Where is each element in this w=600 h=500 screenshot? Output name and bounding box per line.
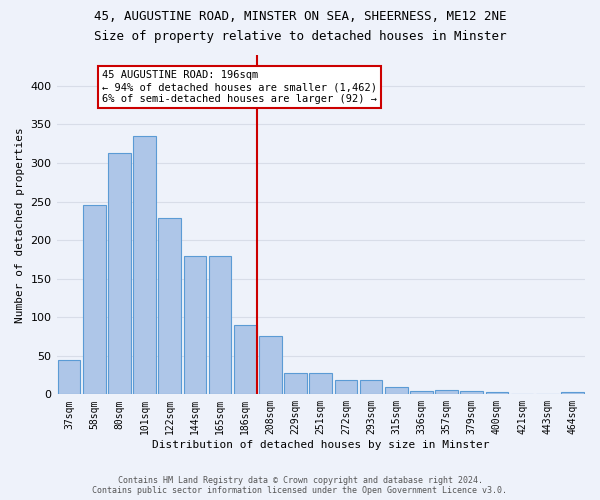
- Bar: [561, 392, 584, 394]
- Bar: [234, 325, 257, 394]
- Text: Size of property relative to detached houses in Minster: Size of property relative to detached ho…: [94, 30, 506, 43]
- Bar: [360, 380, 382, 394]
- Bar: [485, 392, 508, 394]
- Bar: [184, 256, 206, 394]
- Bar: [259, 336, 282, 394]
- Bar: [58, 360, 80, 394]
- Bar: [158, 218, 181, 394]
- Bar: [83, 206, 106, 394]
- Bar: [310, 372, 332, 394]
- Bar: [435, 390, 458, 394]
- Bar: [133, 136, 156, 394]
- Bar: [460, 391, 483, 394]
- Bar: [108, 153, 131, 394]
- X-axis label: Distribution of detached houses by size in Minster: Distribution of detached houses by size …: [152, 440, 490, 450]
- Bar: [335, 380, 357, 394]
- Bar: [284, 372, 307, 394]
- Bar: [209, 256, 232, 394]
- Y-axis label: Number of detached properties: Number of detached properties: [15, 127, 25, 322]
- Text: 45 AUGUSTINE ROAD: 196sqm
← 94% of detached houses are smaller (1,462)
6% of sem: 45 AUGUSTINE ROAD: 196sqm ← 94% of detac…: [102, 70, 377, 104]
- Text: Contains HM Land Registry data © Crown copyright and database right 2024.
Contai: Contains HM Land Registry data © Crown c…: [92, 476, 508, 495]
- Bar: [385, 388, 407, 394]
- Text: 45, AUGUSTINE ROAD, MINSTER ON SEA, SHEERNESS, ME12 2NE: 45, AUGUSTINE ROAD, MINSTER ON SEA, SHEE…: [94, 10, 506, 23]
- Bar: [410, 391, 433, 394]
